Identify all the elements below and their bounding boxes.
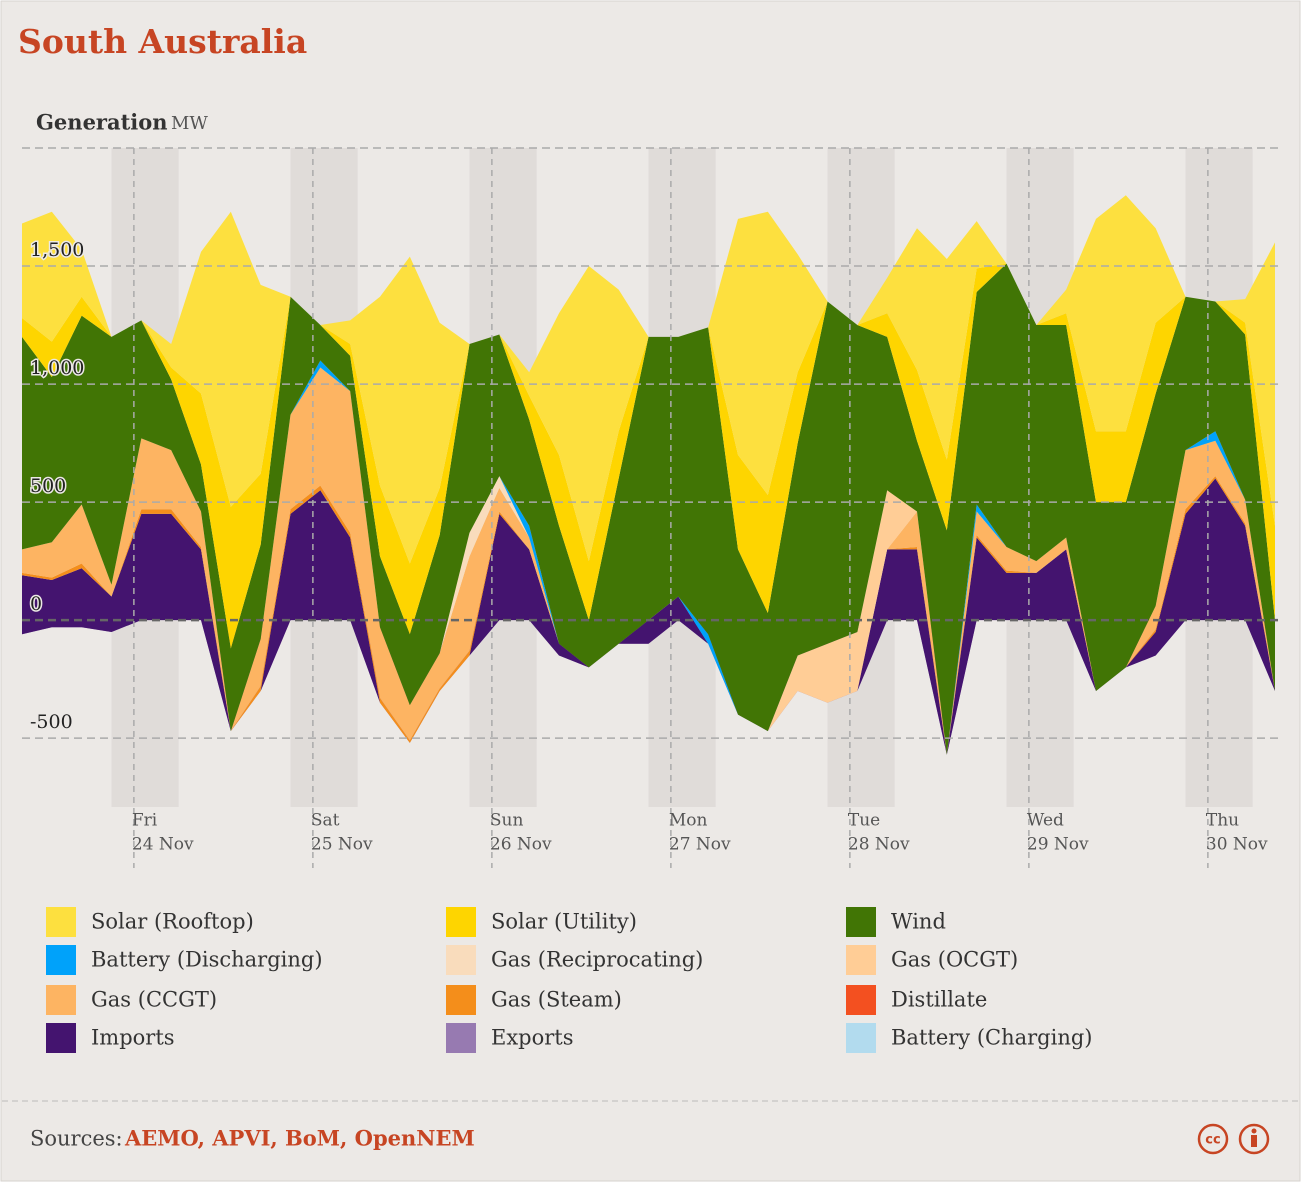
x-tick-sublabel: 29 Nov [1027,835,1089,855]
area [22,195,1275,564]
area [22,263,1275,755]
license-icons: cc [1197,1123,1270,1155]
y-tick-label: -500 [30,711,73,733]
legend-swatch [46,1023,76,1053]
y-tick-label: 1,500 [30,239,84,261]
legend-label: Gas (OCGT) [891,948,1018,972]
area [22,367,1275,755]
x-tick-label: Sun [490,811,524,831]
legend: Solar (Rooftop) Solar (Utility) Wind Batter… [46,907,1093,1053]
svg-text:cc: cc [1205,1133,1220,1148]
chart-title: South Australia [18,22,307,61]
x-tick-label: Tue [848,811,880,831]
legend-label: Exports [491,1026,574,1050]
legend-label: Battery (Charging) [891,1026,1093,1050]
x-tick-sublabel: 27 Nov [669,835,731,855]
legend-swatch [46,907,76,937]
legend-label: Battery (Discharging) [91,948,323,972]
x-tick-sublabel: 25 Nov [311,835,373,855]
legend-label: Gas (CCGT) [91,988,217,1012]
x-tick-label: Thu [1206,811,1239,831]
legend-swatch [446,945,476,975]
y-tick-label: 1,000 [30,357,84,379]
area [22,476,1275,755]
y-tick-label: 0 [30,593,42,615]
legend-swatch [846,985,876,1015]
y-label: Generation [36,110,168,135]
y-tick-label: 500 [30,475,66,497]
sources: AEMO, APVI, BoM, OpenNEM [124,1126,475,1151]
x-tick-label: Fri [132,811,158,831]
legend-swatch [846,1023,876,1053]
legend-label: Solar (Utility) [491,910,637,934]
legend-swatch [846,907,876,937]
x-tick-sublabel: 26 Nov [490,835,552,855]
x-tick-sublabel: 30 Nov [1206,835,1268,855]
area [22,478,1275,755]
x-tick-sublabel: 24 Nov [132,835,194,855]
legend-swatch [46,945,76,975]
legend-label: Gas (Reciprocating) [491,948,703,972]
y-unit: MW [171,113,208,134]
legend-swatch [446,1023,476,1053]
x-tick-sublabel: 28 Nov [848,835,910,855]
legend-swatch [446,907,476,937]
axes: -500 0 500 1,000 1,500 Fri 24 Nov Sat 25 Nov Sun 2… [22,147,1278,868]
legend-label: Wind [891,910,946,934]
sources-label: Sources: [30,1127,123,1151]
legend-swatch [846,945,876,975]
x-tick-label: Mon [669,811,708,831]
x-tick-label: Wed [1027,811,1064,831]
legend-label: Distillate [891,988,987,1012]
legend-swatch [446,985,476,1015]
legend-label: Gas (Steam) [491,988,622,1012]
legend-label: Solar (Rooftop) [91,910,254,934]
x-tick-label: Sat [311,811,340,831]
legend-swatch [46,985,76,1015]
legend-label: Imports [91,1026,175,1050]
